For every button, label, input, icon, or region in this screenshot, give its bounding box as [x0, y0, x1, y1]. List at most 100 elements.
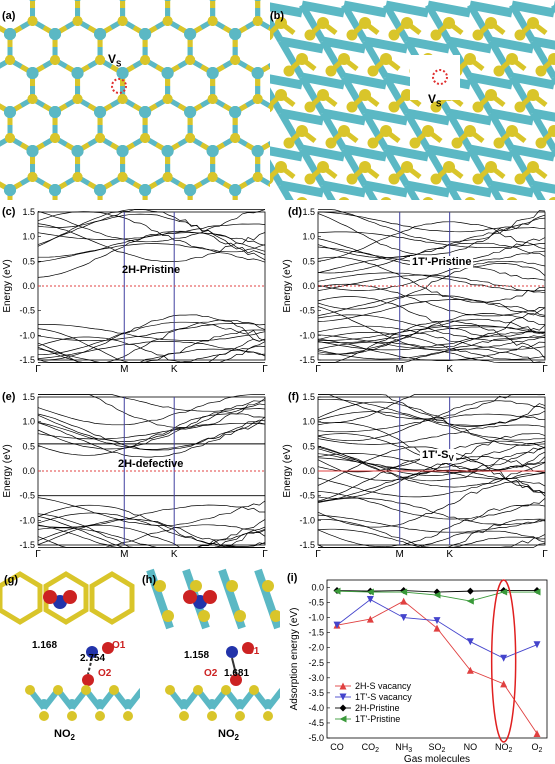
band-line [37, 223, 266, 262]
mo-atom [26, 145, 39, 157]
mo-mo-bond [508, 3, 537, 43]
y-tick-label: -1.0 [19, 330, 35, 340]
mo-atom [184, 106, 197, 118]
band-line [317, 326, 546, 344]
s-atom [535, 137, 547, 149]
mo-mo-bond [487, 183, 504, 200]
s-atom [5, 55, 15, 65]
mo-mo-bond [270, 15, 285, 43]
data-point [400, 614, 408, 622]
s-atom [527, 161, 539, 173]
n-atom [226, 646, 238, 658]
mo-mo-bond [490, 180, 534, 198]
mo-mo-bond [364, 180, 408, 198]
s-atom [283, 137, 295, 149]
mo-mo-bond [487, 39, 516, 79]
o-atom [203, 590, 217, 604]
band-line [37, 408, 266, 450]
mo-atom [164, 0, 171, 1]
s-atom [359, 17, 371, 29]
y-tick-label: 0.0 [22, 466, 35, 476]
mo-mo-bond [270, 159, 285, 187]
s-atom [154, 580, 166, 592]
band-line [318, 209, 546, 243]
mo-mo-bond [529, 183, 546, 200]
mo-mo-bond [532, 180, 555, 194]
no2-adsorption-2h [0, 571, 140, 721]
data-point [466, 666, 474, 674]
molecule-label-h: NO2 [218, 728, 239, 743]
y-tick-label: 1.5 [302, 392, 315, 402]
n-atom [86, 646, 98, 658]
s-atom [430, 173, 442, 185]
o-atom [183, 590, 197, 604]
mo-mo-bond [298, 75, 327, 115]
band-line [317, 457, 546, 473]
x-tick-label: M [120, 364, 128, 375]
mo-atom [4, 106, 16, 118]
s-atom [338, 197, 350, 200]
mo-mo-bond [364, 108, 408, 126]
s-atom [117, 94, 128, 104]
o-atom [102, 642, 114, 654]
s-atom [535, 65, 547, 77]
s-atom [338, 125, 350, 137]
mo-mo-bond [511, 144, 555, 162]
s-atom [67, 711, 77, 721]
mo-mo-bond [529, 39, 555, 79]
s-atom [162, 16, 173, 26]
s-atom [422, 125, 434, 137]
mo-mo-bond [427, 144, 471, 162]
s-atom [207, 711, 217, 721]
s-atom [430, 101, 442, 113]
band-line [317, 456, 546, 499]
band-line [317, 313, 546, 355]
s-atom [401, 17, 413, 29]
y-tick-label: -0.5 [299, 491, 315, 501]
data-point [339, 704, 347, 712]
s-atom [39, 711, 49, 721]
s-atom [27, 94, 38, 104]
s-atom [325, 137, 337, 149]
s-atom [165, 685, 175, 695]
band-line [318, 320, 546, 363]
y-tick-label: 0.5 [22, 256, 35, 266]
y-axis-label: Adsorption energy (eV) [289, 608, 300, 711]
band-line [317, 411, 546, 441]
mo-atom [49, 28, 62, 40]
mo-mo-bond [424, 147, 453, 187]
mo-mo-bond [277, 183, 294, 200]
s-atom [207, 16, 218, 26]
band-line [37, 504, 265, 528]
x-tick-label: Γ [35, 549, 41, 560]
mo-atom [207, 699, 217, 709]
mo-mo-bond [298, 147, 327, 187]
mo-atom [74, 0, 81, 1]
s-atom [422, 197, 434, 200]
band-line [37, 209, 265, 228]
s-atom [53, 685, 63, 695]
mo-mo-bond [490, 36, 534, 54]
s-atom [380, 53, 392, 65]
s-atom [140, 133, 151, 143]
s-atom [304, 173, 316, 185]
s-atom [388, 173, 400, 185]
s-atom [514, 173, 526, 185]
s-atom [367, 65, 379, 77]
vacancy-marker [432, 69, 448, 85]
data-point [533, 588, 541, 596]
s-atom [50, 133, 61, 143]
o-atom [63, 590, 77, 604]
band-line [37, 504, 266, 547]
y-tick-label: -1.5 [299, 355, 315, 365]
mo-atom [184, 28, 197, 40]
y-tick-label: -5.0 [308, 733, 324, 743]
data-point [533, 641, 541, 649]
mo-atom [39, 699, 49, 709]
mo-mo-bond [469, 0, 513, 18]
y-tick-label: -1.0 [308, 613, 324, 623]
s-atom [50, 55, 61, 65]
data-point [339, 715, 347, 723]
data-point [466, 638, 474, 646]
s-atom [72, 16, 83, 26]
